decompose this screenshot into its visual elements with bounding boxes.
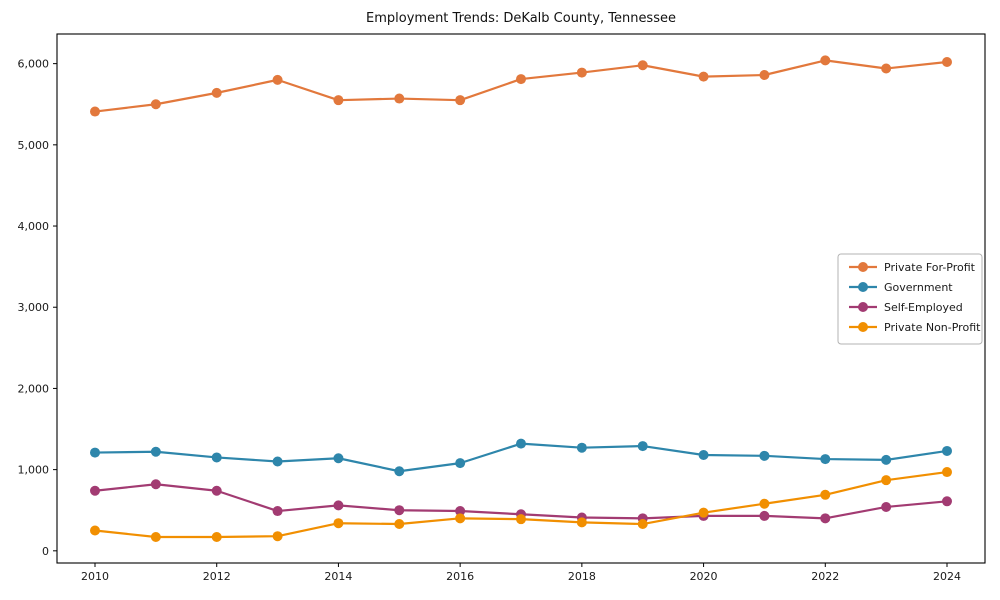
y-tick-label: 1,000: [18, 464, 50, 477]
data-point-government: [516, 438, 526, 449]
data-point-private-non-profit: [150, 532, 161, 543]
x-tick-label: 2020: [690, 570, 718, 583]
data-point-private-for-profit: [516, 74, 526, 85]
y-tick-label: 5,000: [18, 139, 50, 152]
data-point-self-employed: [820, 513, 831, 524]
series-private-for-profit: [90, 55, 952, 117]
series-line-private-non-profit: [93, 470, 949, 539]
data-point-government: [90, 447, 100, 458]
legend-marker-self-employed: [858, 302, 868, 312]
data-point-private-non-profit: [942, 467, 952, 478]
data-point-private-non-profit: [272, 531, 283, 542]
x-tick-label: 2018: [568, 570, 596, 583]
series-private-non-profit: [90, 467, 952, 543]
y-tick-label: 4,000: [18, 220, 50, 233]
x-tick-label: 2012: [203, 570, 231, 583]
data-point-self-employed: [272, 506, 283, 517]
chart-title: Employment Trends: DeKalb County, Tennes…: [366, 11, 676, 26]
x-tick-label: 2014: [324, 570, 352, 583]
data-point-private-for-profit: [90, 106, 100, 117]
series-line-private-for-profit: [93, 59, 949, 113]
data-point-government: [637, 441, 648, 452]
x-tick-label: 2022: [811, 570, 839, 583]
data-point-government: [150, 446, 161, 457]
data-point-government: [881, 454, 892, 465]
legend-marker-private-for-profit: [858, 262, 868, 272]
data-point-self-employed: [150, 479, 161, 490]
data-point-private-non-profit: [455, 513, 466, 524]
series-government: [90, 438, 952, 477]
data-point-private-for-profit: [272, 74, 283, 85]
data-point-self-employed: [394, 505, 405, 516]
data-point-government: [455, 458, 466, 469]
data-point-private-for-profit: [698, 71, 709, 82]
data-point-government: [942, 445, 952, 456]
legend-marker-government: [858, 282, 868, 292]
data-point-self-employed: [881, 501, 892, 512]
data-point-government: [576, 442, 587, 453]
data-point-self-employed: [90, 485, 100, 496]
data-point-private-non-profit: [211, 532, 222, 543]
legend-label-self-employed: Self-Employed: [884, 301, 963, 314]
data-point-government: [211, 452, 222, 463]
data-point-government: [394, 466, 405, 477]
data-point-private-for-profit: [637, 60, 648, 71]
data-point-private-for-profit: [820, 55, 831, 66]
legend-label-private-non-profit: Private Non-Profit: [884, 321, 981, 334]
legend-entry-private-for-profit: Private For-Profit: [849, 261, 976, 274]
data-point-private-non-profit: [881, 475, 892, 486]
data-point-private-for-profit: [211, 87, 222, 98]
data-point-private-non-profit: [516, 514, 526, 525]
y-tick-label: 6,000: [18, 58, 50, 71]
data-point-government: [272, 456, 283, 467]
data-point-government: [698, 450, 709, 461]
x-tick-label: 2024: [933, 570, 961, 583]
data-point-self-employed: [333, 500, 344, 511]
legend-entry-government: Government: [849, 281, 953, 294]
data-point-private-for-profit: [942, 57, 952, 68]
data-point-government: [759, 450, 770, 461]
legend-marker-private-non-profit: [858, 322, 868, 332]
data-point-private-for-profit: [394, 93, 405, 104]
y-tick-label: 0: [42, 545, 49, 558]
data-point-private-for-profit: [150, 99, 161, 110]
data-point-private-for-profit: [576, 67, 587, 78]
y-tick-label: 2,000: [18, 382, 50, 395]
x-tick-label: 2016: [446, 570, 474, 583]
data-point-private-non-profit: [333, 518, 344, 529]
data-point-private-for-profit: [759, 70, 770, 81]
data-point-private-non-profit: [576, 517, 587, 528]
data-point-private-for-profit: [881, 63, 892, 74]
data-point-private-non-profit: [394, 519, 405, 530]
data-point-government: [333, 453, 344, 464]
data-point-private-non-profit: [820, 489, 831, 500]
data-point-private-non-profit: [637, 519, 648, 530]
x-tick-label: 2010: [81, 570, 109, 583]
data-point-self-employed: [942, 496, 952, 507]
data-point-private-for-profit: [455, 95, 466, 106]
legend-label-government: Government: [884, 281, 953, 294]
data-point-self-employed: [455, 506, 466, 517]
legend-entry-self-employed: Self-Employed: [849, 301, 963, 314]
data-point-self-employed: [211, 485, 222, 496]
y-tick-label: 3,000: [18, 301, 50, 314]
legend-label-private-for-profit: Private For-Profit: [884, 261, 976, 274]
data-point-government: [820, 454, 831, 465]
legend: Private For-Profit Government Self-Employe…: [837, 253, 983, 345]
data-point-private-for-profit: [333, 95, 344, 106]
data-point-private-non-profit: [698, 507, 709, 518]
plot-border: [56, 33, 986, 564]
data-point-private-non-profit: [759, 498, 770, 509]
legend-entry-private-non-profit: Private Non-Profit: [849, 321, 981, 334]
data-point-self-employed: [759, 510, 770, 521]
data-point-private-non-profit: [90, 525, 100, 536]
legend-box: [837, 253, 983, 345]
